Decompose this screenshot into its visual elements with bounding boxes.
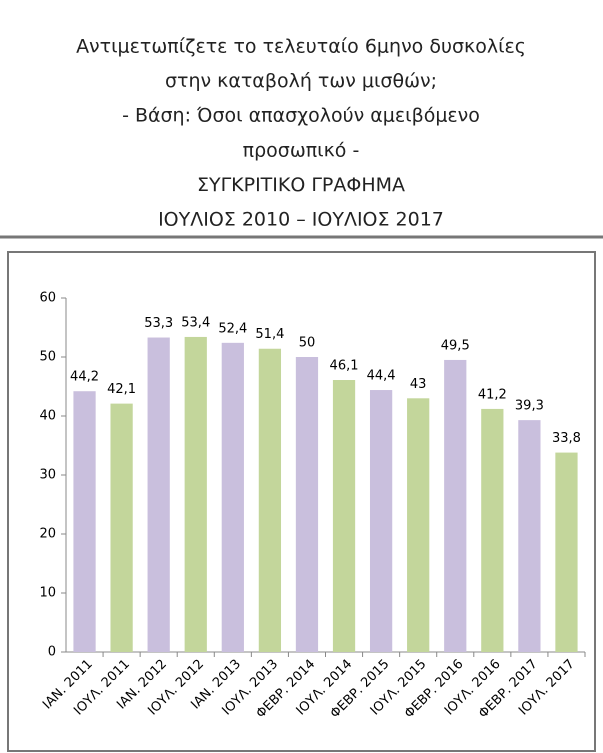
data-label: 44,2: [70, 370, 99, 385]
bar: [184, 336, 207, 652]
chart-title: Αντιμετωπίζετε το τελευταίο 6μηνο δυσκολ…: [76, 36, 526, 58]
y-tick-label: 50: [39, 350, 56, 365]
data-label: 41,2: [478, 387, 507, 402]
bar: [147, 337, 170, 652]
chart-title: ΙΟΥΛΙΟΣ 2010 – ΙΟΥΛΙΟΣ 2017: [158, 209, 444, 231]
bar: [73, 391, 96, 652]
chart-frame: [7, 251, 596, 752]
chart-title: ΣΥΓΚΡΙΤΙΚΟ ΓΡΑΦΗΜΑ: [197, 174, 405, 196]
bar: [407, 398, 430, 652]
data-label: 53,4: [181, 315, 210, 330]
y-tick-label: 10: [39, 586, 56, 601]
data-label: 50: [299, 336, 316, 351]
y-tick-label: 60: [39, 291, 56, 306]
bar: [444, 359, 467, 652]
y-tick-label: 0: [48, 645, 56, 660]
chart-title: προσωπικό -: [243, 139, 360, 161]
y-tick-label: 20: [39, 527, 56, 542]
data-label: 52,4: [218, 321, 247, 336]
y-tick-label: 40: [39, 409, 56, 424]
bar: [110, 403, 133, 652]
data-label: 49,5: [441, 338, 470, 353]
data-label: 33,8: [552, 431, 581, 446]
chart-title: στην καταβολή των μισθών;: [165, 70, 437, 92]
data-label: 42,1: [107, 382, 136, 397]
bar: [332, 380, 356, 652]
bar: [481, 408, 504, 652]
y-tick-label: 30: [39, 468, 56, 483]
data-label: 44,4: [367, 369, 396, 384]
bar: [518, 420, 541, 652]
data-label: 46,1: [330, 359, 359, 374]
data-label: 53,3: [144, 316, 173, 331]
bar: [369, 390, 393, 652]
bar: [295, 357, 319, 652]
bar: [555, 452, 578, 652]
data-label: 51,4: [255, 327, 284, 342]
bar: [221, 342, 244, 652]
data-label: 39,3: [515, 399, 544, 414]
chart-title: - Βάση: Όσοι απασχολούν αμειβόμενο: [122, 105, 480, 127]
data-label: 43: [410, 377, 427, 392]
bar: [258, 348, 282, 652]
